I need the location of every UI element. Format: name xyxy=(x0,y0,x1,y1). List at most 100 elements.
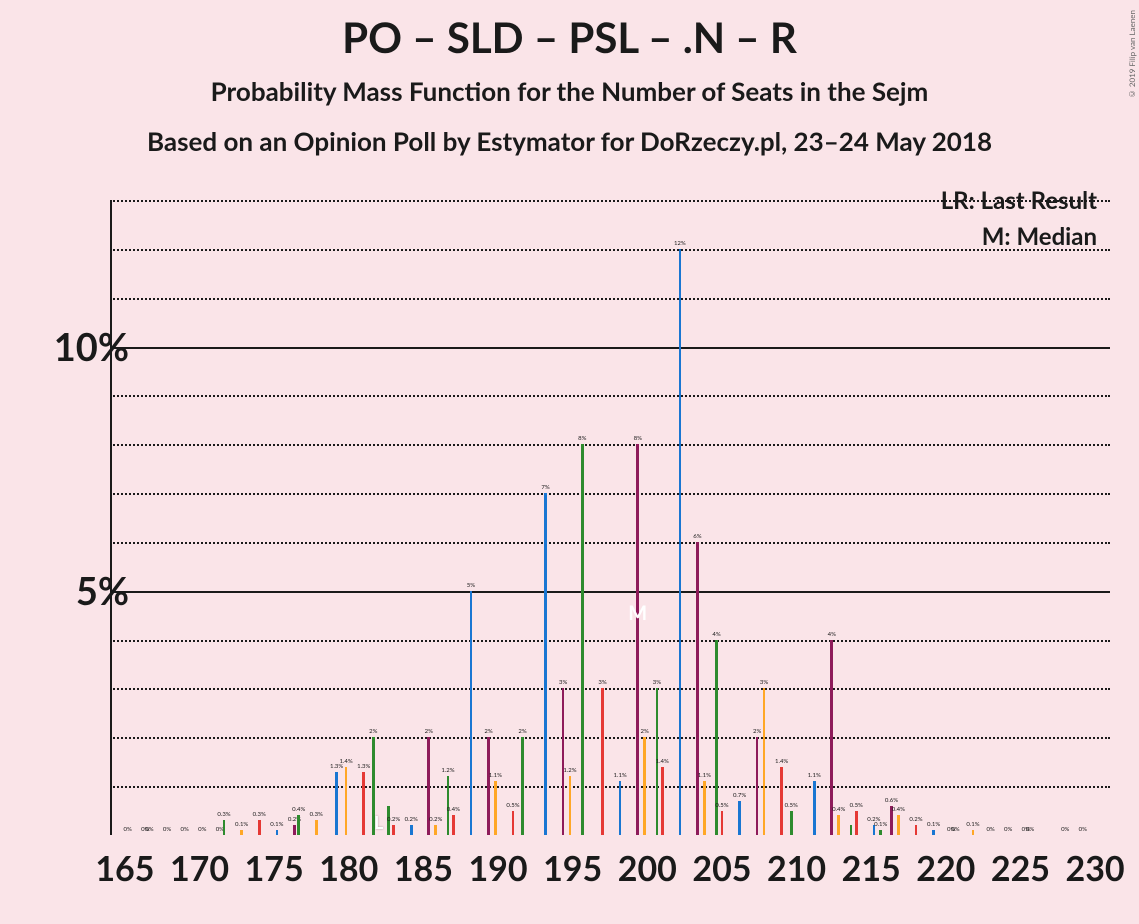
x-tick-label: 230 xyxy=(1065,848,1124,889)
bar xyxy=(434,825,437,835)
bar-value-label: 12% xyxy=(674,240,686,247)
bar-value-label: 1.4% xyxy=(656,758,669,765)
bar xyxy=(392,825,395,835)
bar-value-label: 0.3% xyxy=(310,811,323,818)
bar-value-label: 4% xyxy=(712,631,720,638)
bar-value-label: 0% xyxy=(123,826,131,833)
bar-value-label: 0.5% xyxy=(506,802,519,809)
bar-value-label: 0.2% xyxy=(405,816,418,823)
subtitle-1: Probability Mass Function for the Number… xyxy=(0,75,1139,107)
bar xyxy=(452,815,455,835)
bar xyxy=(972,830,975,835)
bar-value-label: 1.2% xyxy=(441,767,454,774)
bar-value-label: 3% xyxy=(559,679,567,686)
bar xyxy=(315,820,318,835)
bar xyxy=(661,767,664,835)
x-tick-label: 215 xyxy=(842,848,901,889)
bar xyxy=(410,825,413,835)
x-tick-label: 205 xyxy=(692,848,751,889)
bar-value-label: 0% xyxy=(180,826,188,833)
page-title: PO – SLD – PSL – .N – R xyxy=(0,12,1139,62)
bar-value-label: 2% xyxy=(484,728,492,735)
bar-value-label: 1.1% xyxy=(808,772,821,779)
bar xyxy=(763,688,766,835)
bar xyxy=(897,815,900,835)
x-tick-label: 220 xyxy=(916,848,975,889)
bar-value-label: 1.4% xyxy=(340,758,353,765)
copyright: © 2019 Filip van Laenen xyxy=(1127,10,1137,99)
bar xyxy=(512,811,515,835)
x-tick-label: 210 xyxy=(767,848,826,889)
bar-value-label: 0.3% xyxy=(253,811,266,818)
bar-value-label: 2% xyxy=(425,728,433,735)
bar-value-label: 2% xyxy=(518,728,526,735)
x-tick-label: 180 xyxy=(319,848,378,889)
bar xyxy=(837,815,840,835)
bar-value-label: 2% xyxy=(369,728,377,735)
x-tick-label: 165 xyxy=(95,848,154,889)
bar-value-label: 3% xyxy=(760,679,768,686)
x-tick-label: 175 xyxy=(245,848,304,889)
bar xyxy=(643,737,646,835)
bar xyxy=(619,781,622,835)
bar xyxy=(293,825,296,835)
bar-value-label: 0.5% xyxy=(850,802,863,809)
bar-value-label: 1.2% xyxy=(563,767,576,774)
bar-value-label: 8% xyxy=(634,435,642,442)
bar xyxy=(276,830,279,835)
bar xyxy=(601,688,604,835)
bar xyxy=(813,781,816,835)
bar-value-label: 1.4% xyxy=(775,758,788,765)
bar-value-label: 0.1% xyxy=(927,821,940,828)
median-marker: M xyxy=(628,601,647,625)
bar xyxy=(636,444,639,835)
bar xyxy=(494,781,497,835)
bar-value-label: 0% xyxy=(951,826,959,833)
bar-value-label: 8% xyxy=(578,435,586,442)
bar xyxy=(544,493,547,835)
bar xyxy=(521,737,524,835)
bar-value-label: 0% xyxy=(1026,826,1034,833)
bar xyxy=(362,772,365,836)
bars-layer: 0% 0% 0% 0% 0% 0% 0% 0.3% 0.1% 0.3% 0.1% 0.2% 0.4% 0.… xyxy=(110,200,1110,835)
bar xyxy=(756,737,759,835)
bar xyxy=(487,737,490,835)
bar xyxy=(696,542,699,835)
bar-value-label: 0.4% xyxy=(832,806,845,813)
bar-value-label: 0.1% xyxy=(235,821,248,828)
y-tick-label: 5% xyxy=(76,568,129,614)
bar-value-label: 0.4% xyxy=(892,806,905,813)
bar xyxy=(780,767,783,835)
bar xyxy=(297,815,300,835)
bar xyxy=(335,772,338,836)
bar xyxy=(855,811,858,835)
bar xyxy=(915,825,918,835)
bar-value-label: 1.3% xyxy=(357,763,370,770)
bar-value-label: 0% xyxy=(163,826,171,833)
bar xyxy=(562,688,565,835)
y-tick-label: 10% xyxy=(54,324,129,370)
bar-value-label: 0.5% xyxy=(715,802,728,809)
bar xyxy=(850,825,853,835)
bar-value-label: 0.2% xyxy=(387,816,400,823)
x-tick-label: 190 xyxy=(468,848,527,889)
bar-value-label: 0.6% xyxy=(885,797,898,804)
bar-value-label: 0.2% xyxy=(429,816,442,823)
bar-value-label: 3% xyxy=(598,679,606,686)
bar-value-label: 6% xyxy=(693,533,701,540)
bar xyxy=(679,249,682,835)
bar-value-label: 0.1% xyxy=(874,821,887,828)
bar-value-label: 0% xyxy=(986,826,994,833)
bar-value-label: 2% xyxy=(753,728,761,735)
chart-container: PO – SLD – PSL – .N – R Probability Mass… xyxy=(0,0,1139,924)
bar xyxy=(345,767,348,835)
bar-value-label: 0% xyxy=(1061,826,1069,833)
bar xyxy=(932,830,935,835)
x-tick-label: 195 xyxy=(543,848,602,889)
x-tick-label: 185 xyxy=(394,848,453,889)
bar-value-label: 4% xyxy=(828,631,836,638)
bar-value-label: 0% xyxy=(1079,826,1087,833)
bar xyxy=(703,781,706,835)
x-tick-label: 225 xyxy=(991,848,1050,889)
bar-value-label: 0.4% xyxy=(447,806,460,813)
